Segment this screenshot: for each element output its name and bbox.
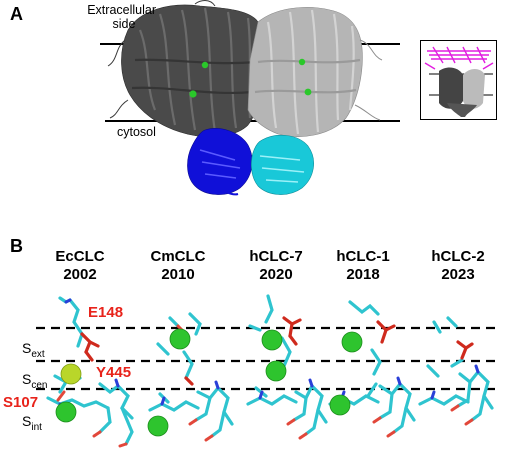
- cmclc-ion-ext: [169, 328, 191, 350]
- site-label-ext: Sext: [22, 340, 45, 360]
- cmclc-structure: [148, 312, 234, 442]
- column-name: CmCLC: [150, 248, 206, 265]
- hclc1-structure: [328, 300, 416, 438]
- panel-a-letter: A: [10, 4, 23, 24]
- ecclc-ion-int: [55, 401, 77, 423]
- residue-label-e148: E148: [88, 304, 124, 321]
- panel-b-letter: B: [10, 236, 23, 256]
- column-name: EcCLC: [55, 248, 105, 265]
- site-subscript: int: [31, 421, 42, 433]
- cytosolic-domain-left-strands: [199, 149, 241, 179]
- column-header-ecclc: EcCLC 2002: [40, 248, 120, 284]
- tm-helices-left: [131, 7, 256, 133]
- hclc1-ion-int: [329, 394, 351, 416]
- residue-label-y445: Y445: [96, 364, 132, 381]
- hclc1-ion-ext: [341, 331, 363, 353]
- column-name: hCLC-2: [431, 248, 485, 265]
- column-year: 2010: [161, 266, 195, 283]
- residue-label-s107: S107: [3, 394, 39, 411]
- cytosol-label: cytosol: [117, 125, 156, 139]
- hclc7-ion-cen: [265, 360, 287, 382]
- column-header-hclc1: hCLC-1 2018: [323, 248, 403, 284]
- site-label-cen: Scen: [22, 371, 47, 391]
- tm-loops-left: [107, 0, 216, 119]
- tm-subunit-right: [247, 7, 363, 137]
- column-year: 2002: [63, 266, 97, 283]
- site-subscript: ext: [31, 348, 45, 360]
- cmclc-ion-int: [147, 415, 169, 437]
- hclc2-structure: [418, 316, 494, 426]
- inset-protein: [439, 67, 485, 117]
- inset-overview: [420, 40, 497, 120]
- extracellular-label-line1: Extracellular: [87, 3, 156, 17]
- site-subscript: cen: [31, 379, 48, 391]
- column-name: hCLC-7: [249, 248, 303, 265]
- tm-loops-right: [354, 39, 383, 121]
- column-year: 2018: [346, 266, 380, 283]
- hclc7-structure: [246, 294, 328, 440]
- extracellular-label: Extracellular side: [76, 3, 156, 31]
- chloride-ions-panel-a: [189, 58, 312, 98]
- column-header-hclc2: hCLC-2 2023: [418, 248, 498, 284]
- cytosolic-domain-right-strands: [259, 155, 305, 183]
- site-label-int: Sint: [22, 413, 42, 433]
- column-header-cmclc: CmCLC 2010: [138, 248, 218, 284]
- ecclc-ion-cen: [60, 363, 82, 385]
- inset-magenta-complex: [424, 46, 494, 70]
- inset-graphics: [424, 46, 494, 117]
- site-base: S: [22, 340, 32, 356]
- extracellular-label-line2: side: [112, 17, 136, 31]
- column-year: 2023: [441, 266, 475, 283]
- column-year: 2020: [259, 266, 293, 283]
- column-name: hCLC-1: [336, 248, 390, 265]
- column-header-hclc7: hCLC-7 2020: [236, 248, 316, 284]
- site-base: S: [22, 413, 32, 429]
- tm-subunit-left: [121, 4, 263, 137]
- site-base: S: [22, 371, 32, 387]
- hclc7-ion-ext: [261, 329, 283, 351]
